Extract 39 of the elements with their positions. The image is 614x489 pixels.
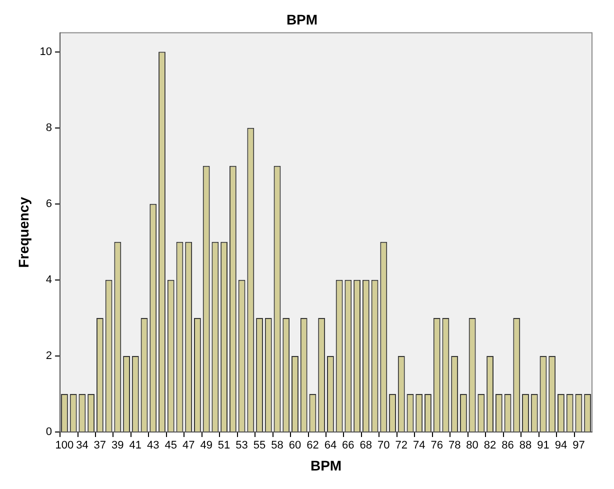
x-tick-label: 80 [466,440,478,452]
x-tick-label: 91 [537,440,550,452]
y-tick-label: 6 [46,198,52,210]
x-tick-label: 43 [147,440,160,452]
x-tick-label: 76 [430,440,443,452]
x-tick-label: 53 [236,440,248,452]
chart-title: BPM [286,11,318,28]
x-tick-label: 51 [218,440,230,452]
x-tick-label: 47 [182,440,195,452]
x-tick-label: 58 [271,440,284,452]
x-tick-label: 37 [94,440,106,452]
x-tick-label: 34 [76,440,88,452]
x-tick-label: 97 [572,440,585,452]
x-tick-label: 49 [200,440,212,452]
y-tick-label: 0 [46,426,52,438]
x-tick-label: 78 [448,440,461,452]
x-tick-label: 62 [306,440,319,452]
y-axis-title: Frequency [15,196,32,268]
y-tick-label: 2 [46,350,52,362]
x-tick-label: 74 [412,440,426,452]
y-tick-label: 10 [40,46,52,58]
x-axis-title: BPM [310,457,342,474]
x-tick-label: 86 [502,440,514,452]
x-tick-label: 72 [395,440,408,452]
x-tick-label: 41 [129,440,142,452]
x-tick-label: 94 [554,440,568,452]
x-tick-label: 55 [253,440,266,452]
x-tick-label: 82 [484,440,496,452]
x-tick-label: 66 [342,440,354,452]
x-tick-label: 100 [55,440,74,452]
x-tick-label: 68 [360,440,372,452]
x-tick-label: 70 [378,440,390,452]
x-tick-label: 39 [112,440,124,452]
x-tick-label: 60 [288,440,302,452]
y-tick-label: 8 [46,122,52,134]
y-tick-label: 4 [46,274,52,286]
x-tick-label: 64 [324,440,337,452]
x-tick-label: 45 [164,440,177,452]
x-tick-label: 88 [519,440,532,452]
